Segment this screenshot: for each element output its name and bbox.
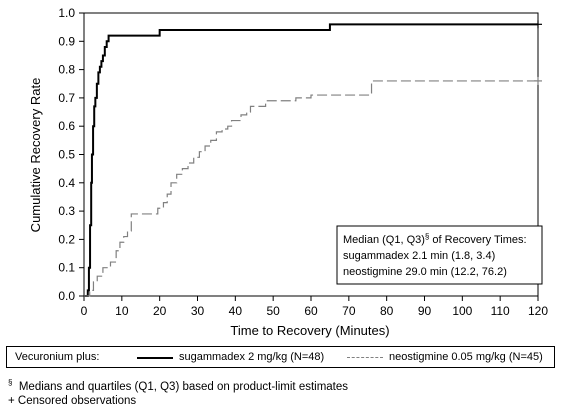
x-tick-label: 50 bbox=[266, 304, 280, 318]
y-tick-label: 0.9 bbox=[58, 34, 75, 48]
x-tick-label: 30 bbox=[191, 304, 205, 318]
y-tick-label: 0.5 bbox=[58, 148, 75, 162]
footnote-censored: + Censored observations bbox=[8, 395, 137, 407]
legend-prefix: Vecuronium plus: bbox=[15, 351, 100, 363]
y-tick-label: 0.4 bbox=[58, 176, 75, 190]
x-tick-label: 20 bbox=[153, 304, 167, 318]
x-tick-label: 110 bbox=[491, 304, 510, 318]
legend-swatch-neostigmine bbox=[347, 357, 383, 358]
footnote-symbol: § bbox=[8, 378, 13, 387]
y-axis-label: Cumulative Recovery Rate bbox=[28, 78, 43, 233]
annotation-line-sugammadex: sugammadex 2.1 min (1.8, 3.4) bbox=[343, 250, 495, 262]
x-axis-label: Time to Recovery (Minutes) bbox=[230, 323, 389, 338]
annotation-frame bbox=[336, 225, 543, 285]
series-line-sugammadex bbox=[84, 23, 538, 297]
legend-label-sugammadex: sugammadex 2 mg/kg (N=48) bbox=[179, 351, 325, 363]
x-tick-label: 120 bbox=[528, 304, 548, 318]
x-tick-label: 80 bbox=[380, 304, 394, 318]
x-tick-label: 70 bbox=[342, 304, 356, 318]
y-tick-label: 0.3 bbox=[58, 204, 75, 218]
y-tick-label: 0.7 bbox=[58, 91, 75, 105]
series-line-neostigmine bbox=[84, 80, 538, 297]
x-tick-label: 10 bbox=[115, 304, 129, 318]
y-tick-label: 1.0 bbox=[58, 6, 75, 20]
series-layer bbox=[84, 20, 542, 297]
legend-swatch-sugammadex bbox=[137, 357, 173, 359]
x-tick-label: 100 bbox=[452, 304, 472, 318]
legend-label-neostigmine: neostigmine 0.05 mg/kg (N=45) bbox=[389, 351, 543, 363]
y-tick-label: 0.0 bbox=[58, 289, 75, 303]
y-tick-label: 0.8 bbox=[58, 63, 75, 77]
x-tick-label: 0 bbox=[81, 304, 88, 318]
y-tick-label: 0.6 bbox=[58, 119, 75, 133]
footnote-medians-text: Medians and quartiles (Q1, Q3) based on … bbox=[12, 380, 349, 393]
chart: 0 10 20 30 40 50 60 70 80 90 100 110 120 0.0 0.1 0.2 0.3… bbox=[28, 6, 548, 338]
x-tick-label: 40 bbox=[229, 304, 243, 318]
annotation-title: Median (Q1, Q3)§ of Recovery Times: bbox=[343, 232, 527, 246]
legend: Vecuronium plus: sugammadex 2 mg/kg (N=4… bbox=[6, 346, 555, 368]
axes: 0 10 20 30 40 50 60 70 80 90 100 110 120 0.0 0.1 0.2 0.3… bbox=[58, 6, 548, 318]
x-tick-label: 60 bbox=[304, 304, 318, 318]
footnote-medians: § Medians and quartiles (Q1, Q3) based o… bbox=[8, 378, 348, 393]
y-tick-label: 0.1 bbox=[58, 261, 75, 275]
annotation-line-neostigmine: neostigmine 29.0 min (12.2, 76.2) bbox=[343, 266, 507, 278]
y-tick-label: 0.2 bbox=[58, 232, 75, 246]
annotation-box: Median (Q1, Q3)§ of Recovery Times: suga… bbox=[336, 225, 543, 285]
x-tick-label: 90 bbox=[418, 304, 432, 318]
